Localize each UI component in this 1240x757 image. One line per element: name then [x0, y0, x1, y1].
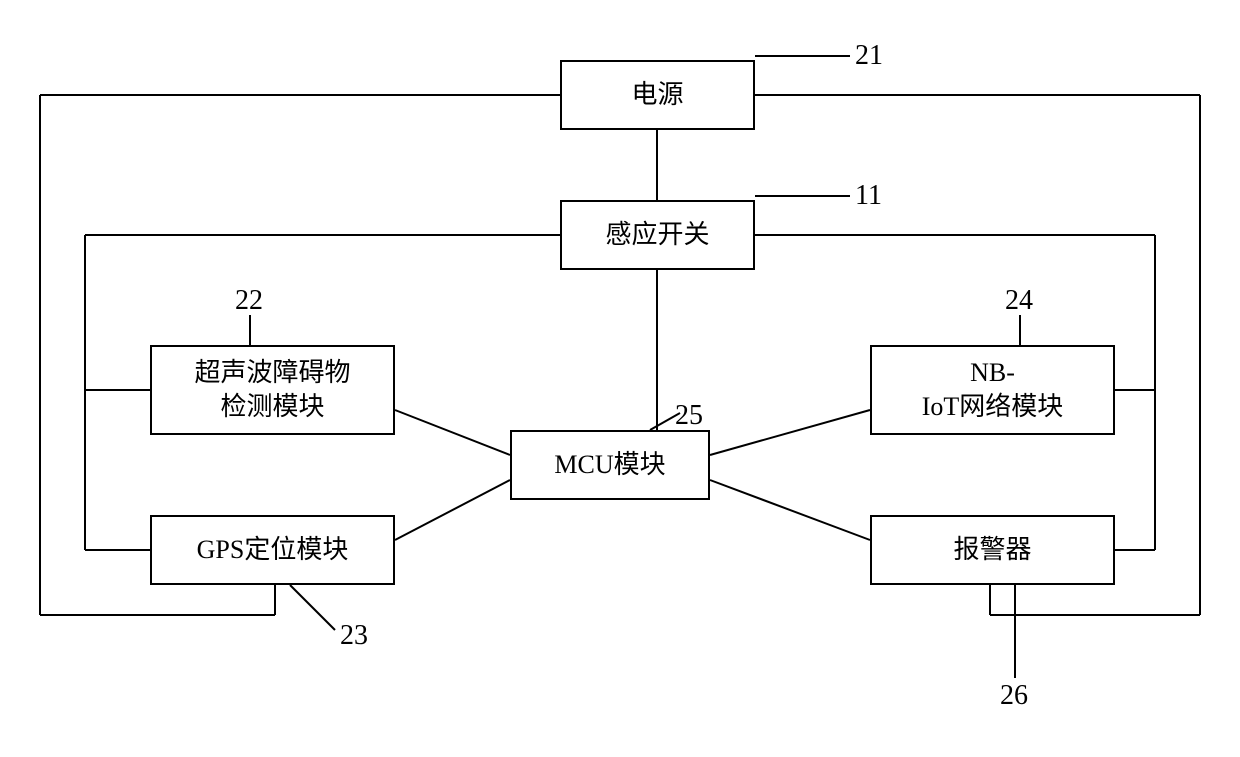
- nbiot-box: NB-IoT网络模块: [870, 345, 1115, 435]
- ref-24-label: 24: [1005, 285, 1033, 317]
- power-box: 电源: [560, 60, 755, 130]
- ref-26-label: 26: [1000, 680, 1028, 712]
- block-diagram: 电源 感应开关 超声波障碍物检测模块 GPS定位模块 MCU模块 NB-IoT网…: [0, 0, 1240, 757]
- ref-23-label: 23: [340, 620, 368, 652]
- mcu-label: MCU模块: [554, 448, 665, 482]
- alarm-box: 报警器: [870, 515, 1115, 585]
- gps-box: GPS定位模块: [150, 515, 395, 585]
- ultrasonic-label: 超声波障碍物检测模块: [194, 356, 350, 424]
- sensor-switch-label: 感应开关: [605, 218, 709, 252]
- ref-25-label: 25: [675, 400, 703, 432]
- power-label: 电源: [631, 78, 683, 112]
- ref-21-label: 21: [855, 40, 883, 72]
- ref-11-label: 11: [855, 180, 882, 212]
- sensor-switch-box: 感应开关: [560, 200, 755, 270]
- ultrasonic-box: 超声波障碍物检测模块: [150, 345, 395, 435]
- mcu-box: MCU模块: [510, 430, 710, 500]
- nbiot-label: NB-IoT网络模块: [922, 356, 1064, 424]
- alarm-label: 报警器: [953, 533, 1031, 567]
- gps-label: GPS定位模块: [197, 533, 349, 567]
- ref-22-label: 22: [235, 285, 263, 317]
